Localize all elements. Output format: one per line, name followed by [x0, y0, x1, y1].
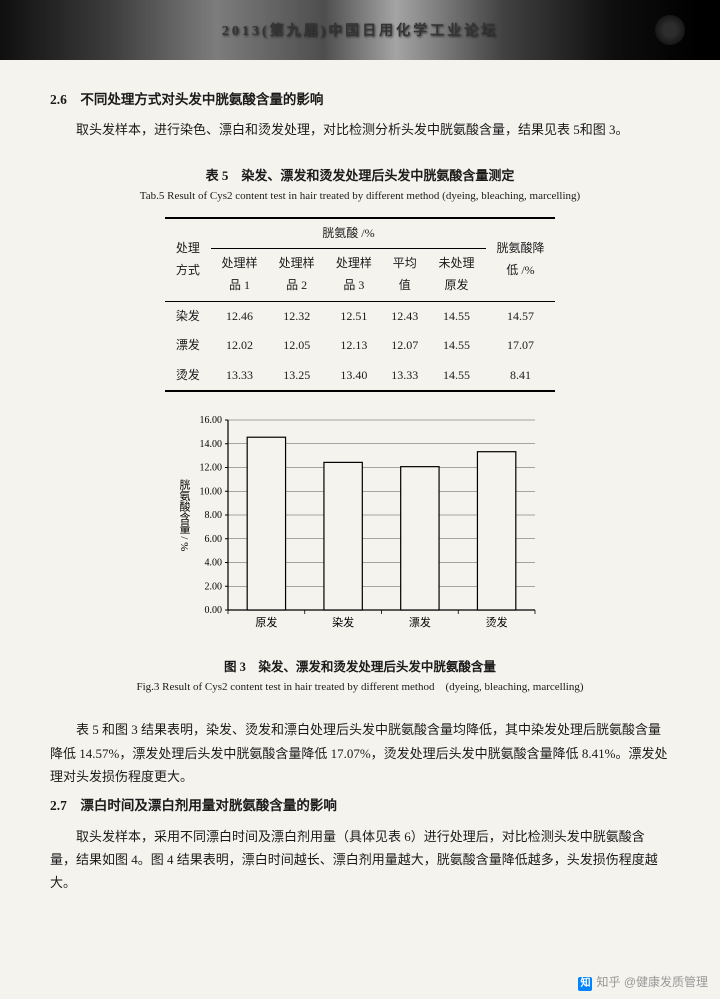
result-paragraph: 表 5 和图 3 结果表明，染发、烫发和漂白处理后头发中胱氨酸含量均降低，其中染…: [50, 718, 670, 788]
svg-text:染发: 染发: [332, 615, 354, 629]
document-page: 2013(第九届)中国日用化学工业论坛 2.6 不同处理方式对头发中胱氨酸含量的…: [0, 0, 720, 999]
bar-chart-svg: 0.00 2.00 4.00 6.00 8.00 10.00 12.00 14.00 16.00…: [170, 410, 550, 640]
th-s2: 处理样品 2: [268, 249, 325, 301]
table-row: 漂发12.0212.0512.1312.0714.5517.07: [165, 331, 555, 361]
svg-text:12.00: 12.00: [200, 463, 223, 474]
table-cell: 漂发: [165, 331, 211, 361]
figure3-title: 图 3 染发、漂发和烫发处理后头发中胱氨酸含量: [50, 656, 670, 679]
svg-text:漂发: 漂发: [409, 615, 431, 629]
table-cell: 12.46: [211, 301, 268, 331]
svg-text:14.00: 14.00: [200, 439, 223, 450]
table-cell: 17.07: [486, 331, 555, 361]
svg-text:胱氨酸含量 / %: 胱氨酸含量 / %: [178, 478, 191, 552]
content-area: 2.6 不同处理方式对头发中胱氨酸含量的影响 取头发样本，进行染色、漂白和烫发处…: [0, 60, 720, 895]
section-2-6-text: 取头发样本，进行染色、漂白和烫发处理，对比检测分析头发中胱氨酸含量，结果见表 5…: [50, 118, 670, 141]
svg-text:8.00: 8.00: [205, 510, 223, 521]
th-reduce: 胱氨酸降低 /%: [486, 218, 555, 301]
section-2-7-text: 取头发样本，采用不同漂白时间及漂白剂用量（具体见表 6）进行处理后，对比检测头发…: [50, 825, 670, 895]
watermark-platform: 知乎: [596, 975, 620, 989]
svg-text:原发: 原发: [255, 615, 277, 629]
svg-text:烫发: 烫发: [486, 615, 508, 629]
table-cell: 12.02: [211, 331, 268, 361]
table-cell: 烫发: [165, 361, 211, 392]
svg-text:4.00: 4.00: [205, 558, 223, 569]
table-cell: 12.32: [268, 301, 325, 331]
figure3-chart: 0.00 2.00 4.00 6.00 8.00 10.00 12.00 14.00 16.00…: [170, 410, 550, 647]
zhihu-icon: 知: [578, 977, 592, 991]
table-row: 染发12.4612.3212.5112.4314.5514.57: [165, 301, 555, 331]
watermark: 知知乎 @健康发质管理: [578, 973, 708, 991]
section-2-7-heading: 2.7 漂白时间及漂白剂用量对胱氨酸含量的影响: [50, 794, 670, 818]
table5-subtitle: Tab.5 Result of Cys2 content test in hai…: [50, 187, 670, 207]
svg-text:0.00: 0.00: [205, 605, 223, 616]
svg-text:2.00: 2.00: [205, 582, 223, 593]
header-band: 2013(第九届)中国日用化学工业论坛: [0, 0, 720, 60]
table-cell: 12.05: [268, 331, 325, 361]
th-raw: 未处理原发: [427, 249, 486, 301]
th-avg: 平均值: [383, 249, 427, 301]
table-cell: 12.43: [383, 301, 427, 331]
table-cell: 12.13: [325, 331, 382, 361]
svg-text:16.00: 16.00: [200, 415, 223, 426]
table-cell: 13.40: [325, 361, 382, 392]
th-method: 处理方式: [165, 218, 211, 301]
table-cell: 8.41: [486, 361, 555, 392]
th-group: 胱氨酸 /%: [211, 218, 486, 249]
table-cell: 14.55: [427, 331, 486, 361]
section-2-6-heading: 2.6 不同处理方式对头发中胱氨酸含量的影响: [50, 88, 670, 112]
watermark-author: @健康发质管理: [624, 975, 708, 989]
table-cell: 13.25: [268, 361, 325, 392]
table-cell: 12.51: [325, 301, 382, 331]
figure3-subtitle: Fig.3 Result of Cys2 content test in hai…: [50, 678, 670, 698]
badge-icon: [655, 15, 685, 45]
table-cell: 14.57: [486, 301, 555, 331]
table-row: 烫发13.3313.2513.4013.3314.558.41: [165, 361, 555, 392]
th-s3: 处理样品 3: [325, 249, 382, 301]
table-cell: 14.55: [427, 301, 486, 331]
table-cell: 13.33: [211, 361, 268, 392]
table-cell: 13.33: [383, 361, 427, 392]
conference-title: 2013(第九届)中国日用化学工业论坛: [222, 20, 498, 40]
table5: 处理方式 胱氨酸 /% 胱氨酸降低 /% 处理样品 1 处理样品 2 处理样品 …: [165, 217, 555, 393]
table-cell: 12.07: [383, 331, 427, 361]
svg-text:10.00: 10.00: [200, 487, 223, 498]
svg-text:6.00: 6.00: [205, 534, 223, 545]
table5-title: 表 5 染发、漂发和烫发处理后头发中胱氨酸含量测定: [50, 164, 670, 187]
table-cell: 染发: [165, 301, 211, 331]
th-s1: 处理样品 1: [211, 249, 268, 301]
table-cell: 14.55: [427, 361, 486, 392]
